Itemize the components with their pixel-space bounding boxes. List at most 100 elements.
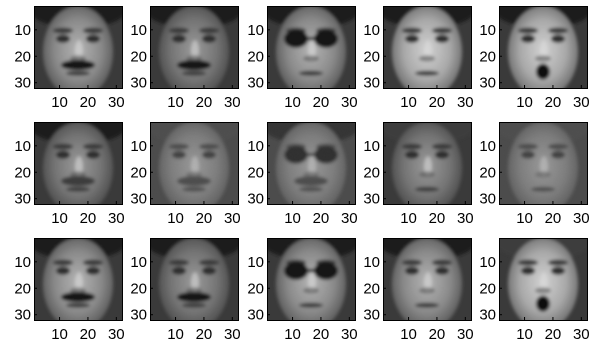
nose-highlight-shape [424, 272, 432, 293]
right-eye-shape [202, 266, 216, 275]
nostril-shape [303, 287, 319, 294]
x-tick-label: 20 [429, 326, 446, 343]
x-tick-label: 20 [80, 94, 97, 111]
y-tick-label: 20 [130, 48, 147, 65]
y-tick-label: 10 [479, 138, 496, 155]
face-subplot: 10 20 30 10 20 30 [130, 122, 241, 227]
x-tick-label: 20 [313, 326, 330, 343]
right-brow-shape [83, 27, 103, 34]
right-eye-shape [435, 34, 449, 43]
face-image [267, 122, 355, 204]
left-eye-shape [405, 150, 419, 159]
axes-frame [499, 238, 588, 321]
right-brow-shape [432, 27, 452, 34]
left-eye-shape [56, 34, 70, 43]
left-brow-shape [518, 27, 538, 34]
mouth-shape [415, 70, 439, 76]
y-tick-label: 20 [363, 164, 380, 181]
face-image [34, 238, 122, 320]
x-tick-label: 30 [341, 326, 358, 343]
left-eye-shape [56, 150, 70, 159]
right-brow-shape [432, 259, 452, 266]
face-image [267, 238, 355, 320]
x-tick-label: 10 [400, 210, 417, 227]
axes-frame [499, 6, 588, 89]
face-image [34, 6, 122, 88]
y-tick-label: 30 [247, 307, 264, 324]
face-subplot: 10 20 30 10 20 30 [14, 238, 125, 343]
nose-highlight-shape [191, 272, 199, 293]
nostril-shape [70, 287, 86, 294]
nose-highlight-shape [308, 272, 316, 293]
y-tick-label: 10 [363, 254, 380, 271]
right-lens-shape [314, 29, 338, 48]
face-image [499, 6, 587, 88]
y-tick-label: 10 [247, 138, 264, 155]
y-tick-label: 20 [363, 280, 380, 297]
right-brow-shape [199, 259, 219, 266]
axes-frame [34, 238, 123, 321]
x-tick-label: 20 [196, 94, 213, 111]
left-eye-shape [521, 34, 535, 43]
x-tick-label: 20 [80, 210, 97, 227]
face-image [150, 6, 238, 88]
x-tick-label: 20 [196, 326, 213, 343]
right-eye-shape [86, 34, 100, 43]
axes-frame [34, 122, 123, 205]
left-brow-shape [53, 143, 73, 150]
x-tick-label: 10 [284, 326, 301, 343]
right-brow-shape [83, 143, 103, 150]
left-brow-shape [402, 143, 422, 150]
mustache-shape [177, 292, 211, 303]
y-tick-label: 30 [479, 307, 496, 324]
left-brow-shape [53, 259, 73, 266]
left-brow-shape [402, 259, 422, 266]
left-brow-shape [169, 27, 189, 34]
y-tick-label: 30 [130, 191, 147, 208]
face-image [150, 238, 238, 320]
y-tick-label: 30 [479, 191, 496, 208]
right-eye-shape [435, 150, 449, 159]
x-tick-label: 30 [341, 210, 358, 227]
x-tick-label: 20 [196, 210, 213, 227]
axes-frame [150, 238, 239, 321]
x-tick-label: 20 [313, 94, 330, 111]
y-tick-label: 30 [363, 191, 380, 208]
y-tick-label: 10 [130, 22, 147, 39]
x-tick-label: 30 [224, 94, 241, 111]
axes-frame [267, 238, 356, 321]
noise-overlay [499, 122, 587, 204]
y-tick-label: 30 [130, 75, 147, 92]
x-tick-label: 30 [573, 326, 590, 343]
x-tick-label: 20 [429, 210, 446, 227]
face-subplot: 10 20 30 10 20 30 [247, 122, 358, 227]
y-tick-label: 10 [247, 22, 264, 39]
axes-frame [150, 6, 239, 89]
right-brow-shape [548, 27, 568, 34]
mouth-shape [182, 70, 206, 76]
y-tick-label: 10 [247, 254, 264, 271]
y-tick-label: 20 [479, 280, 496, 297]
y-tick-label: 10 [14, 138, 31, 155]
nostril-shape [535, 287, 551, 294]
x-tick-label: 30 [573, 210, 590, 227]
axes-frame [383, 122, 472, 205]
x-tick-label: 10 [167, 210, 184, 227]
mustache-shape [177, 60, 211, 71]
right-eye-shape [551, 34, 565, 43]
y-tick-label: 20 [479, 164, 496, 181]
y-tick-label: 10 [363, 138, 380, 155]
y-tick-label: 30 [14, 191, 31, 208]
y-tick-label: 20 [247, 48, 264, 65]
face-subplot: 10 20 30 10 20 30 [479, 6, 590, 111]
y-tick-label: 20 [130, 280, 147, 297]
nostril-shape [535, 55, 551, 62]
y-tick-label: 20 [130, 164, 147, 181]
y-tick-label: 20 [247, 164, 264, 181]
left-lens-shape [284, 29, 308, 48]
right-eye-shape [86, 266, 100, 275]
mouth-shape [299, 70, 323, 76]
left-lens-shape [284, 261, 308, 280]
y-tick-label: 20 [479, 48, 496, 65]
y-tick-label: 10 [363, 22, 380, 39]
